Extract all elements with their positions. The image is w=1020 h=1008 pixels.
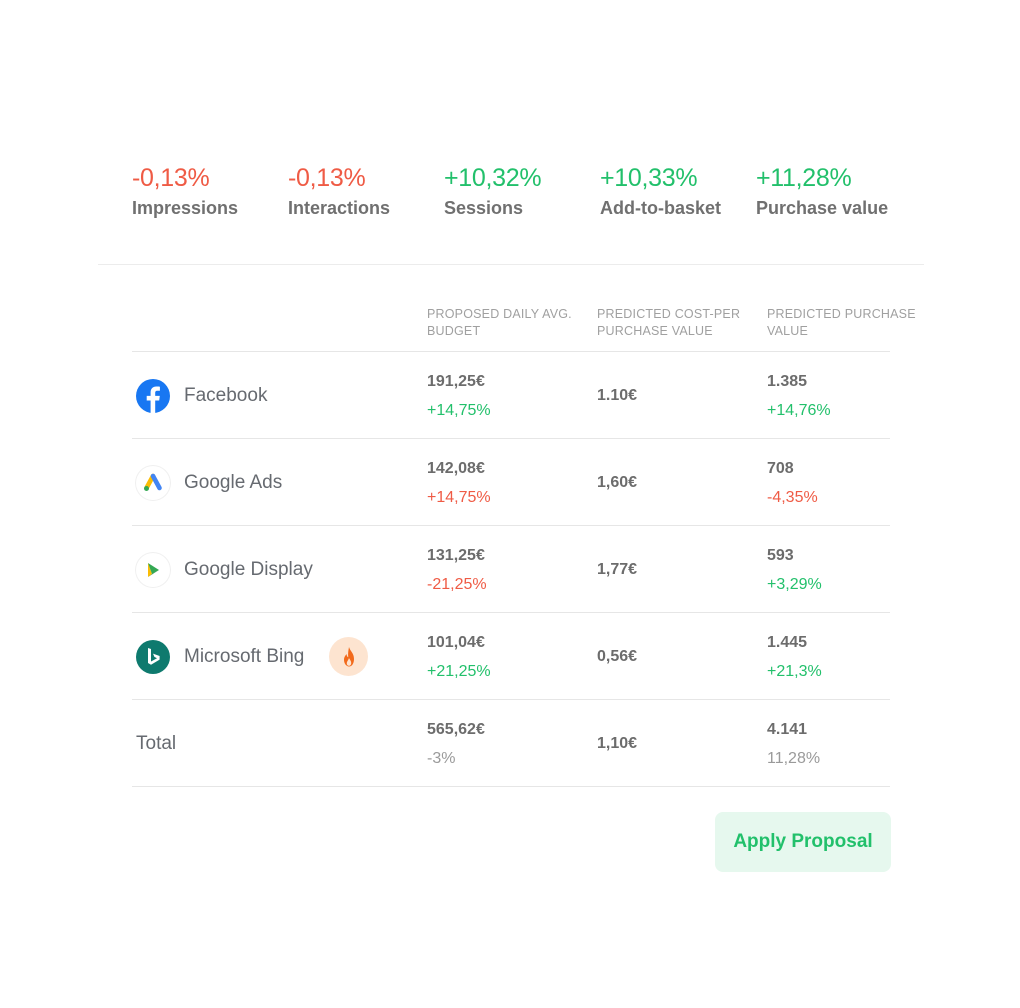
total-purchase-value-change: 11,28% xyxy=(767,750,821,767)
total-budget-value: 565,62€ xyxy=(427,721,485,738)
metric-value: +10,33% xyxy=(600,164,698,192)
value-cell: 1.445 +21,3% xyxy=(767,633,822,682)
cost-cell: 1,60€ xyxy=(597,439,637,526)
channel-cell: Google Ads xyxy=(136,439,282,526)
channel-cell: Facebook xyxy=(136,352,267,439)
metric-label: Impressions xyxy=(132,198,239,218)
total-cell: Total xyxy=(136,700,176,787)
purchase-value: 1.445 xyxy=(767,634,808,651)
cost-cell: 0,56€ xyxy=(597,613,637,700)
table-row[interactable]: Google Display 131,25€ -21,25% 1,77€ 593… xyxy=(132,526,890,613)
metric-value: +11,28% xyxy=(756,164,852,192)
total-cost-value: 1,10€ xyxy=(597,734,638,752)
metric-label: Sessions xyxy=(444,198,524,218)
total-cost-cell: 1,10€ xyxy=(597,700,637,787)
budget-value: 142,08€ xyxy=(427,460,485,477)
purchase-value: 708 xyxy=(767,460,794,477)
budget-proposal-table: PROPOSED DAILY AVG. BUDGET PREDICTED COS… xyxy=(132,300,916,787)
channel-cell: Google Display xyxy=(136,526,313,613)
total-budget-change: -3% xyxy=(427,750,456,767)
table-row[interactable]: Facebook 191,25€ +14,75% 1.10€ 1.385 +14… xyxy=(132,352,890,439)
budget-value: 131,25€ xyxy=(427,547,485,564)
purchase-value: 593 xyxy=(767,547,794,564)
metric-interactions: -0,13% Interactions xyxy=(288,162,390,220)
cost-cell: 1.10€ xyxy=(597,352,637,439)
budget-change: -21,25% xyxy=(427,576,487,593)
budget-change: +21,25% xyxy=(427,663,491,680)
metrics-summary: -0,13% Impressions -0,13% Interactions +… xyxy=(132,162,912,232)
total-budget-cell: 565,62€ -3% xyxy=(427,720,485,769)
total-value-cell: 4.141 11,28% xyxy=(767,720,820,769)
apply-proposal-button[interactable]: Apply Proposal xyxy=(715,812,891,872)
budget-cell: 191,25€ +14,75% xyxy=(427,372,491,421)
cost-value: 1,77€ xyxy=(597,560,638,578)
channel-name: Microsoft Bing xyxy=(184,645,305,667)
cost-value: 1.10€ xyxy=(597,386,638,404)
section-divider xyxy=(98,264,924,265)
table-total-row: Total 565,62€ -3% 1,10€ 4.141 11,28% xyxy=(132,700,890,787)
header-predicted-cost: PREDICTED COST-PER PURCHASE VALUE xyxy=(597,307,741,338)
value-cell: 708 -4,35% xyxy=(767,459,818,508)
value-cell: 593 +3,29% xyxy=(767,546,822,595)
header-proposed-budget: PROPOSED DAILY AVG. BUDGET xyxy=(427,307,572,338)
metric-label: Purchase value xyxy=(756,198,889,218)
purchase-value-change: +3,29% xyxy=(767,576,822,593)
table-row[interactable]: Microsoft Bing 101,04€ +21,25% 0,56€ 1.4… xyxy=(132,613,890,700)
table-row[interactable]: Google Ads 142,08€ +14,75% 1,60€ 708 -4,… xyxy=(132,439,890,526)
microsoft-bing-icon xyxy=(136,639,170,674)
budget-cell: 131,25€ -21,25% xyxy=(427,546,487,595)
google-display-icon xyxy=(136,552,170,587)
google-ads-icon xyxy=(136,465,170,500)
metric-value: +10,32% xyxy=(444,164,542,192)
metric-value: -0,13% xyxy=(288,164,366,192)
cost-cell: 1,77€ xyxy=(597,526,637,613)
budget-value: 191,25€ xyxy=(427,373,485,390)
metric-add-to-basket: +10,33% Add-to-basket xyxy=(600,162,721,220)
metric-sessions: +10,32% Sessions xyxy=(444,162,542,220)
channel-name: Google Ads xyxy=(184,471,283,493)
flame-icon xyxy=(329,637,368,676)
channel-name: Facebook xyxy=(184,384,268,406)
budget-change: +14,75% xyxy=(427,402,491,419)
value-cell: 1.385 +14,76% xyxy=(767,372,831,421)
table-header: PROPOSED DAILY AVG. BUDGET PREDICTED COS… xyxy=(132,300,916,352)
purchase-value: 1.385 xyxy=(767,373,808,390)
metric-value: -0,13% xyxy=(132,164,210,192)
cost-value: 1,60€ xyxy=(597,473,638,491)
metric-label: Add-to-basket xyxy=(600,198,721,218)
header-predicted-value: PREDICTED PURCHASE VALUE xyxy=(767,307,916,338)
purchase-value-change: -4,35% xyxy=(767,489,818,506)
cost-value: 0,56€ xyxy=(597,647,638,665)
budget-value: 101,04€ xyxy=(427,634,485,651)
total-purchase-value: 4.141 xyxy=(767,721,808,738)
budget-cell: 142,08€ +14,75% xyxy=(427,459,491,508)
channel-name: Google Display xyxy=(184,558,313,580)
metric-impressions: -0,13% Impressions xyxy=(132,162,238,220)
purchase-value-change: +21,3% xyxy=(767,663,822,680)
purchase-value-change: +14,76% xyxy=(767,402,831,419)
facebook-icon xyxy=(136,378,170,413)
channel-cell: Microsoft Bing xyxy=(136,613,304,700)
budget-change: +14,75% xyxy=(427,489,491,506)
metric-purchase-value: +11,28% Purchase value xyxy=(756,162,888,220)
metric-label: Interactions xyxy=(288,198,391,218)
total-label: Total xyxy=(136,732,177,754)
budget-cell: 101,04€ +21,25% xyxy=(427,633,491,682)
